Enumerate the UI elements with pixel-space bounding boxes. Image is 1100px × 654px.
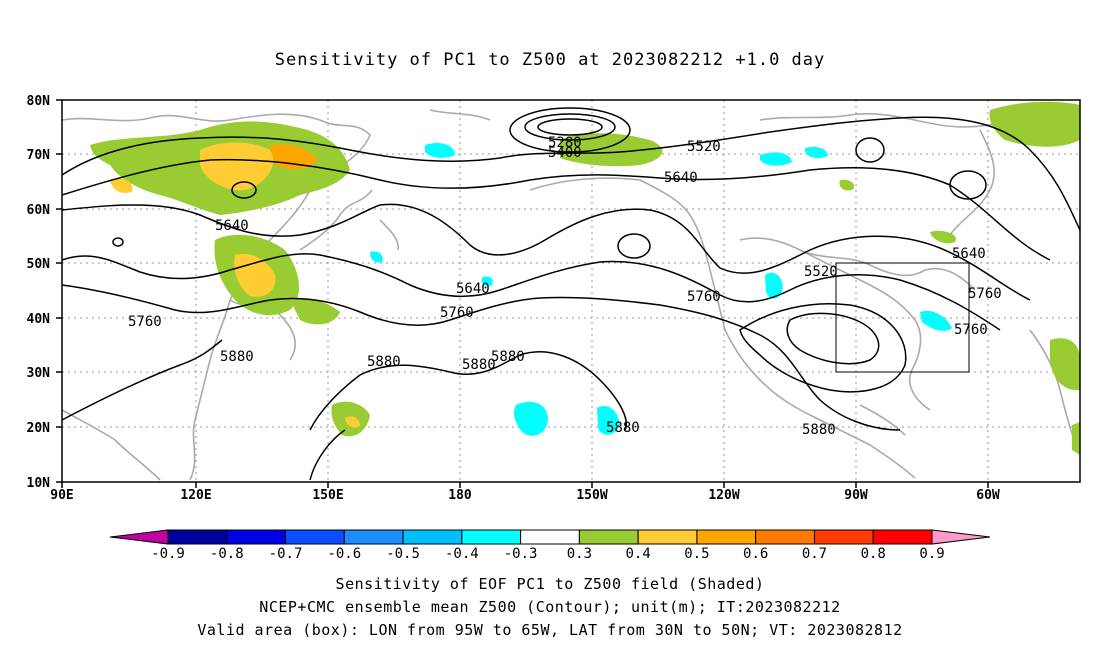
colorbar-label: 0.4: [626, 546, 651, 562]
colorbar: -0.9 -0.8 -0.7 -0.6 -0.5 -0.4 -0.3 0.3 0.4 0.5 0.6…: [109, 529, 991, 562]
contour-label: 5760: [687, 289, 721, 305]
contour-label: 5760: [128, 314, 162, 330]
colorbar-label: -0.8: [210, 546, 244, 562]
contour-label: 5280: [548, 135, 582, 151]
contour-label: 5640: [456, 281, 490, 297]
colorbar-label: -0.6: [327, 546, 361, 562]
contour-label: 5760: [954, 322, 988, 338]
colorbar-label: -0.7: [269, 546, 303, 562]
lat-labels: 80N 70N 60N 50N 40N 30N 20N 10N: [27, 94, 51, 491]
caption-line-1: Sensitivity of EOF PC1 to Z500 field (Sh…: [335, 575, 765, 593]
colorbar-label: -0.9: [151, 546, 185, 562]
colorbar-label: 0.9: [919, 546, 944, 562]
map-frame: [61, 99, 1081, 483]
contour-label: 5520: [804, 264, 838, 280]
lon-label: 90W: [844, 488, 868, 503]
contour-label: 5880: [367, 354, 401, 370]
lat-label: 50N: [27, 257, 51, 272]
z500-contours: [61, 107, 1081, 481]
lat-label: 30N: [27, 366, 51, 381]
contour-label: 5880: [802, 422, 836, 438]
contour-label: 5640: [664, 170, 698, 186]
colorbar-label: 0.6: [743, 546, 768, 562]
colorbar-swatch: [872, 529, 933, 545]
colorbar-swatch: [402, 529, 463, 545]
colorbar-swatch: [167, 529, 228, 545]
colorbar-swatch: [637, 529, 698, 545]
colorbar-swatch: [696, 529, 757, 545]
caption-line-2: NCEP+CMC ensemble mean Z500 (Contour); u…: [259, 598, 841, 616]
axis-ticks: [56, 99, 989, 488]
lon-label: 60W: [976, 488, 1000, 503]
colorbar-label: 0.7: [802, 546, 827, 562]
contour-label: 5640: [952, 246, 986, 262]
colorbar-label: -0.5: [386, 546, 420, 562]
colorbar-label: 0.5: [684, 546, 709, 562]
lat-label: 20N: [27, 421, 51, 436]
map-title: Sensitivity of PC1 to Z500 at 2023082212…: [274, 50, 826, 70]
lon-label: 150E: [312, 488, 343, 503]
contour-label: 5640: [215, 218, 249, 234]
colorbar-low-triangle: [109, 529, 169, 545]
lon-label: 90E: [50, 488, 73, 503]
colorbar-label: 0.3: [567, 546, 592, 562]
colorbar-high-triangle: [931, 529, 991, 545]
contour-label: 5880: [606, 420, 640, 436]
colorbar-label: -0.4: [445, 546, 479, 562]
lon-label: 180: [448, 488, 472, 503]
caption-line-3: Valid area (box): LON from 95W to 65W, L…: [197, 621, 903, 639]
lat-label: 60N: [27, 203, 51, 218]
lat-label: 10N: [27, 476, 51, 491]
colorbar-swatch: [578, 529, 639, 545]
lat-label: 80N: [27, 94, 51, 109]
colorbar-label: 0.8: [861, 546, 886, 562]
lat-label: 70N: [27, 148, 51, 163]
colorbar-swatch: [285, 529, 345, 545]
lon-label: 120E: [180, 488, 211, 503]
colorbar-swatch: [755, 529, 815, 545]
contour-label: 5400: [548, 145, 582, 161]
lon-label: 150W: [576, 488, 607, 503]
lat-label: 40N: [27, 312, 51, 327]
valid-area-box: [835, 262, 970, 373]
contour-label: 5760: [968, 286, 1002, 302]
contour-label: 5880: [491, 349, 525, 365]
lon-labels: 90E 120E 150E 180 150W 120W 90W 60W: [50, 488, 1000, 503]
colorbar-swatch: [226, 529, 287, 545]
colorbar-swatch: [461, 529, 522, 545]
sensitivity-shading: [90, 101, 1080, 455]
colorbar-swatch: [343, 529, 404, 545]
contour-label: 5760: [440, 305, 474, 321]
contour-label: 5520: [687, 139, 721, 155]
lon-label: 120W: [708, 488, 739, 503]
contour-labels: 5280 5400 5520 5640 5640 5640 5760 5760 …: [128, 135, 1002, 438]
contour-label: 5880: [220, 349, 254, 365]
contour-label: 5880: [462, 357, 496, 373]
colorbar-swatch: [520, 529, 580, 545]
colorbar-label: -0.3: [504, 546, 538, 562]
colorbar-swatch: [813, 529, 874, 545]
